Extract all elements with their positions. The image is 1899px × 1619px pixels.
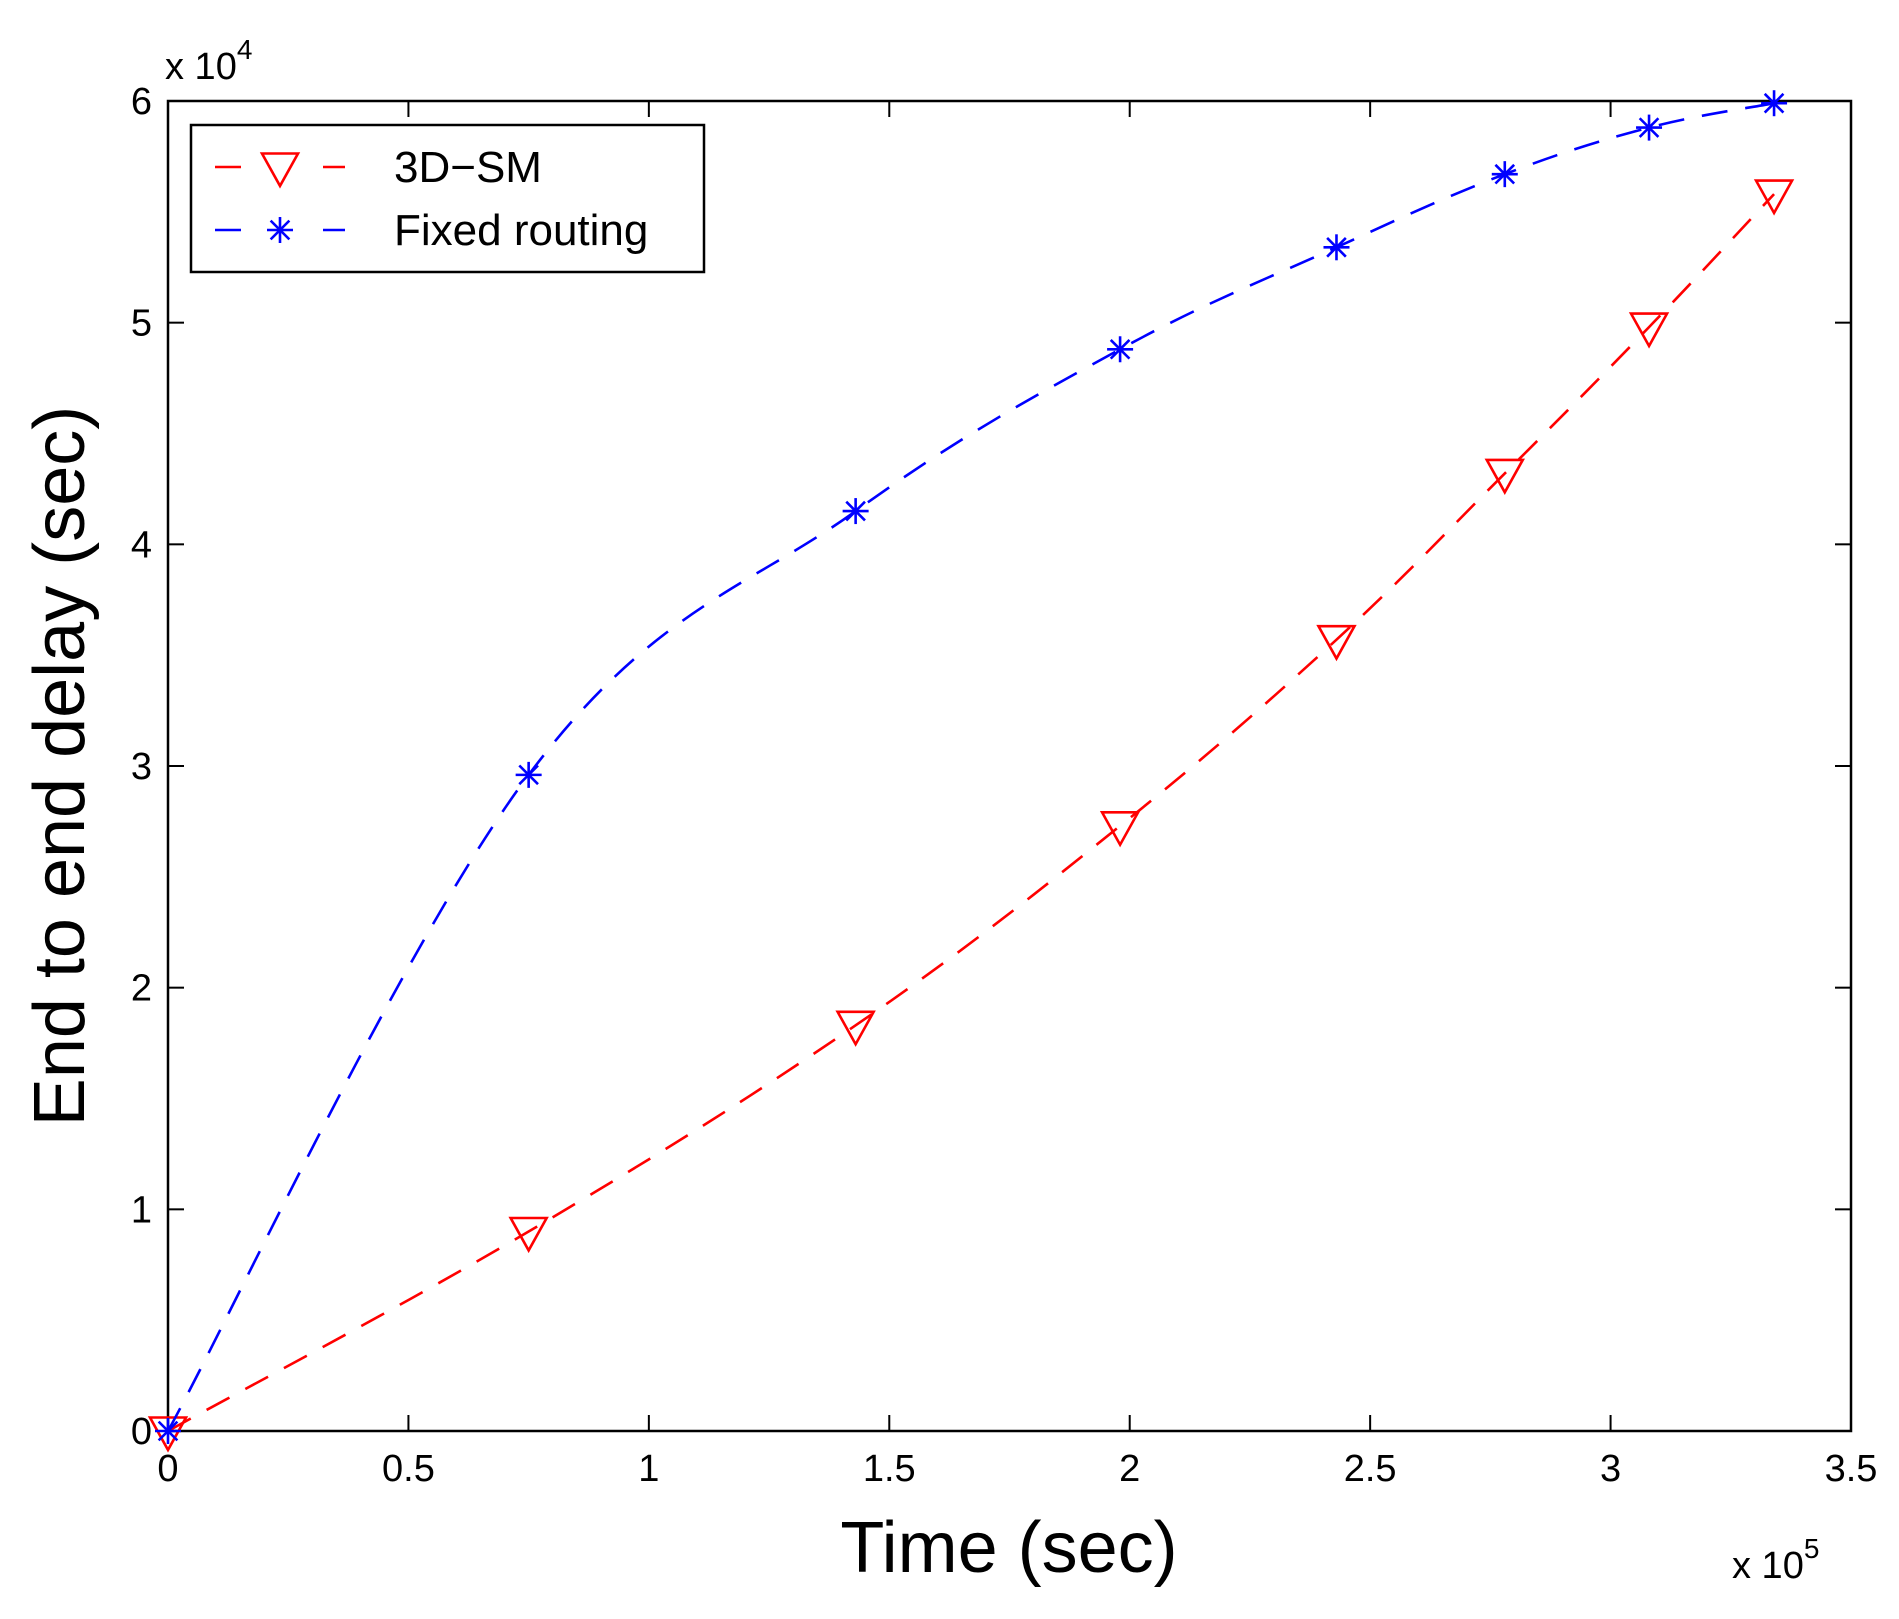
x-tick-label: 1 bbox=[638, 1448, 659, 1490]
x-tick-label: 0.5 bbox=[382, 1448, 435, 1490]
data-point-3d-sm bbox=[508, 1216, 549, 1254]
x-tick-label: 1.5 bbox=[863, 1448, 916, 1490]
data-point-fixed-routing bbox=[1636, 114, 1663, 141]
y-tick-label: 2 bbox=[131, 968, 152, 1010]
data-point-fixed-routing bbox=[1107, 336, 1134, 363]
legend-marker-fixed-routing bbox=[267, 217, 293, 243]
y-tick-label: 4 bbox=[131, 524, 152, 566]
data-point-3d-sm bbox=[1316, 624, 1357, 662]
plot-area bbox=[166, 99, 1853, 1433]
y-tick-label: 5 bbox=[131, 303, 152, 345]
data-point-fixed-routing bbox=[155, 1418, 181, 1444]
data-point-fixed-routing bbox=[1761, 90, 1788, 117]
data-point-3d-sm bbox=[835, 1010, 876, 1047]
x-tick-label: 3.5 bbox=[1825, 1448, 1878, 1490]
x-tick-label: 2.5 bbox=[1344, 1448, 1397, 1490]
legend-entry-3d-sm: 3D−SM bbox=[215, 143, 542, 192]
legend-label: 3D−SM bbox=[394, 143, 542, 192]
x-axis-label: Time (sec) bbox=[840, 1508, 1177, 1588]
x-tick-label: 3 bbox=[1600, 1448, 1621, 1490]
legend-marker-3d-sm bbox=[259, 152, 301, 189]
axes-box bbox=[166, 99, 1853, 1433]
legend: 3D−SM Fixed routing bbox=[189, 123, 706, 274]
x-tick-label: 2 bbox=[1119, 1448, 1140, 1490]
y-tick-label: 3 bbox=[131, 746, 152, 788]
data-point-fixed-routing bbox=[515, 761, 542, 788]
legend-label: Fixed routing bbox=[394, 206, 648, 255]
data-point-fixed-routing bbox=[1323, 234, 1350, 261]
y-axis-label: End to end delay (sec) bbox=[20, 406, 100, 1126]
data-point-fixed-routing bbox=[1491, 161, 1518, 188]
series-line-fixed-routing bbox=[166, 101, 1775, 1432]
y-tick-label: 1 bbox=[131, 1189, 152, 1231]
series-line-3d-sm bbox=[167, 193, 1776, 1433]
data-point-3d-sm bbox=[147, 1416, 189, 1453]
y-axis-multiplier: x 104 bbox=[165, 34, 252, 88]
y-tick-label: 0 bbox=[131, 1411, 152, 1453]
data-point-fixed-routing bbox=[842, 498, 869, 525]
y-tick-label: 6 bbox=[131, 81, 152, 123]
data-point-3d-sm bbox=[1099, 811, 1141, 848]
x-axis-multiplier: x 105 bbox=[1732, 1533, 1819, 1587]
ticks: 0 0.5 1 1.5 2 2.5 3 3.5 0 1 2 3 4 5 6 bbox=[131, 81, 1878, 1490]
data-point-3d-sm bbox=[1484, 458, 1525, 495]
series-layer bbox=[147, 90, 1795, 1453]
data-point-3d-sm bbox=[1753, 179, 1795, 216]
x-tick-label: 0 bbox=[157, 1448, 178, 1490]
legend-entry-fixed-routing: Fixed routing bbox=[215, 206, 648, 255]
data-point-3d-sm bbox=[1628, 312, 1670, 349]
